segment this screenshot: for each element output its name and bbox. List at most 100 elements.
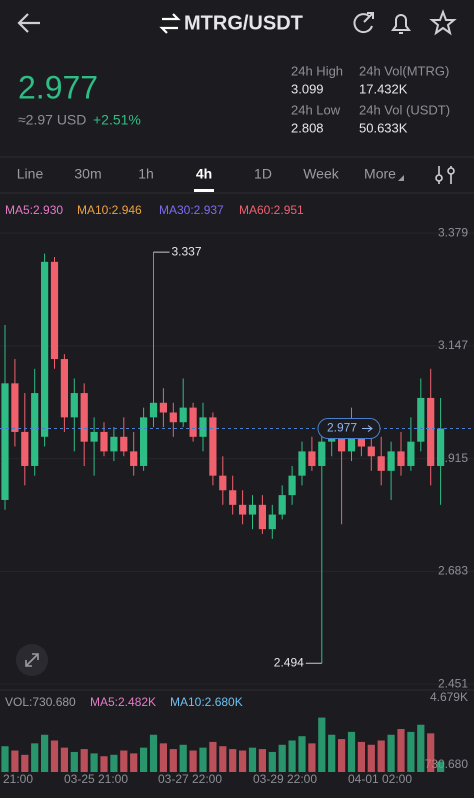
volume-legend: MA5:2.482K [90, 695, 156, 709]
volume-bar [248, 747, 257, 772]
candle-body [298, 451, 306, 476]
candle-body [258, 504, 266, 530]
timeframe-tab[interactable]: Week [303, 166, 340, 182]
candle-body [189, 407, 197, 437]
volume-bar [209, 741, 217, 772]
volume-axis-label: 4.679K [430, 690, 468, 704]
timeframe-tab[interactable]: 30m [74, 166, 101, 182]
volume-axis-label: 730.680 [425, 757, 469, 771]
candle-body [407, 441, 415, 466]
candle-body [199, 417, 207, 437]
volume-legend: VOL:730.680 [5, 695, 76, 709]
volume-bar [338, 739, 346, 772]
candle-body [149, 402, 158, 418]
candle-body [130, 451, 138, 466]
candle-body [1, 383, 9, 500]
volume-bar [70, 751, 78, 772]
candle-body [278, 495, 286, 515]
volume-legend: MA10:2.680K [170, 695, 243, 709]
y-tick-label: 3.147 [438, 338, 468, 352]
back-button[interactable] [17, 13, 40, 33]
high-label: 3.337 [172, 244, 202, 258]
candle-body [387, 451, 395, 471]
ma-legend: MA5:2.930 [5, 203, 63, 217]
ma-legend: MA30:2.937 [159, 203, 224, 217]
price-change: +2.51% [93, 112, 141, 128]
candle-body [338, 436, 346, 452]
candle-body [11, 383, 19, 432]
candle-body [377, 456, 385, 471]
share-icon[interactable] [353, 12, 374, 34]
volume-bar [308, 743, 316, 772]
stat-value: 17.432K [359, 81, 408, 96]
candle-body [417, 397, 425, 442]
volume-bar [169, 749, 177, 772]
volume-bar [328, 734, 336, 772]
stat-value: 50.633K [359, 120, 408, 135]
candle-body [397, 451, 405, 466]
volume-bar [80, 749, 88, 772]
settings-icon[interactable] [435, 166, 455, 184]
volume-bar [140, 747, 148, 772]
candle-body [159, 402, 167, 413]
candle-body [80, 393, 88, 442]
candle-body [169, 412, 177, 423]
y-tick-label: 3.379 [438, 225, 468, 239]
volume-bar [278, 744, 286, 772]
candle-body [70, 393, 78, 418]
volume-bar [149, 734, 158, 772]
timeframe-tab[interactable]: 1h [138, 166, 154, 182]
volume-bar [437, 761, 445, 772]
volume-bar [189, 750, 197, 772]
candle-body [140, 417, 148, 466]
timeframe-tab[interactable]: 4h [196, 166, 212, 182]
volume-bar [258, 749, 266, 772]
candle-body [308, 451, 316, 466]
volume-bar [357, 741, 365, 772]
volume-bar [60, 747, 68, 772]
volume-bar [298, 736, 306, 772]
volume-bar [239, 750, 247, 772]
volume-bar [427, 733, 435, 772]
volume-bar [179, 744, 187, 772]
volume-bar [11, 750, 19, 772]
candle-body [367, 446, 375, 457]
candle-body [60, 359, 68, 418]
candle-body [248, 504, 257, 515]
candle-body [328, 436, 336, 442]
candle-body [31, 393, 39, 466]
candle-body [100, 431, 108, 452]
volume-bar [130, 753, 138, 772]
current-price-label: 2.977 [327, 421, 357, 435]
stat-label: 24h High [291, 63, 343, 78]
candle-body [90, 431, 98, 442]
candle-body [427, 397, 435, 466]
candle-body [110, 436, 118, 452]
current-price-box [317, 418, 381, 440]
volume-bar [41, 734, 49, 772]
x-tick-label: 04-01 02:00 [348, 772, 412, 786]
volume-bar [347, 731, 356, 772]
x-tick-label: 03-27 22:00 [158, 772, 222, 786]
timeframe-tab[interactable]: More [364, 166, 396, 182]
candle-body [50, 261, 59, 360]
candle-body [120, 436, 128, 452]
header-icons [353, 9, 457, 36]
volume-bar [397, 729, 405, 772]
candle-body [268, 514, 276, 530]
swap-icon[interactable] [159, 13, 181, 34]
alert-icon[interactable] [391, 14, 411, 34]
more-arrow [398, 175, 404, 181]
timeframe-tab[interactable]: Line [17, 166, 44, 182]
volume-bar [367, 744, 375, 772]
volume-bar [387, 734, 395, 772]
volume-bar [377, 740, 385, 772]
timeframe-tab[interactable]: 1D [254, 166, 272, 182]
stat-label: 24h Low [291, 102, 341, 117]
favorite-icon[interactable] [429, 9, 457, 36]
y-tick-label: 2.915 [438, 451, 468, 465]
candle-body [209, 417, 217, 476]
candle-body [41, 261, 49, 437]
candle-body [239, 504, 247, 515]
